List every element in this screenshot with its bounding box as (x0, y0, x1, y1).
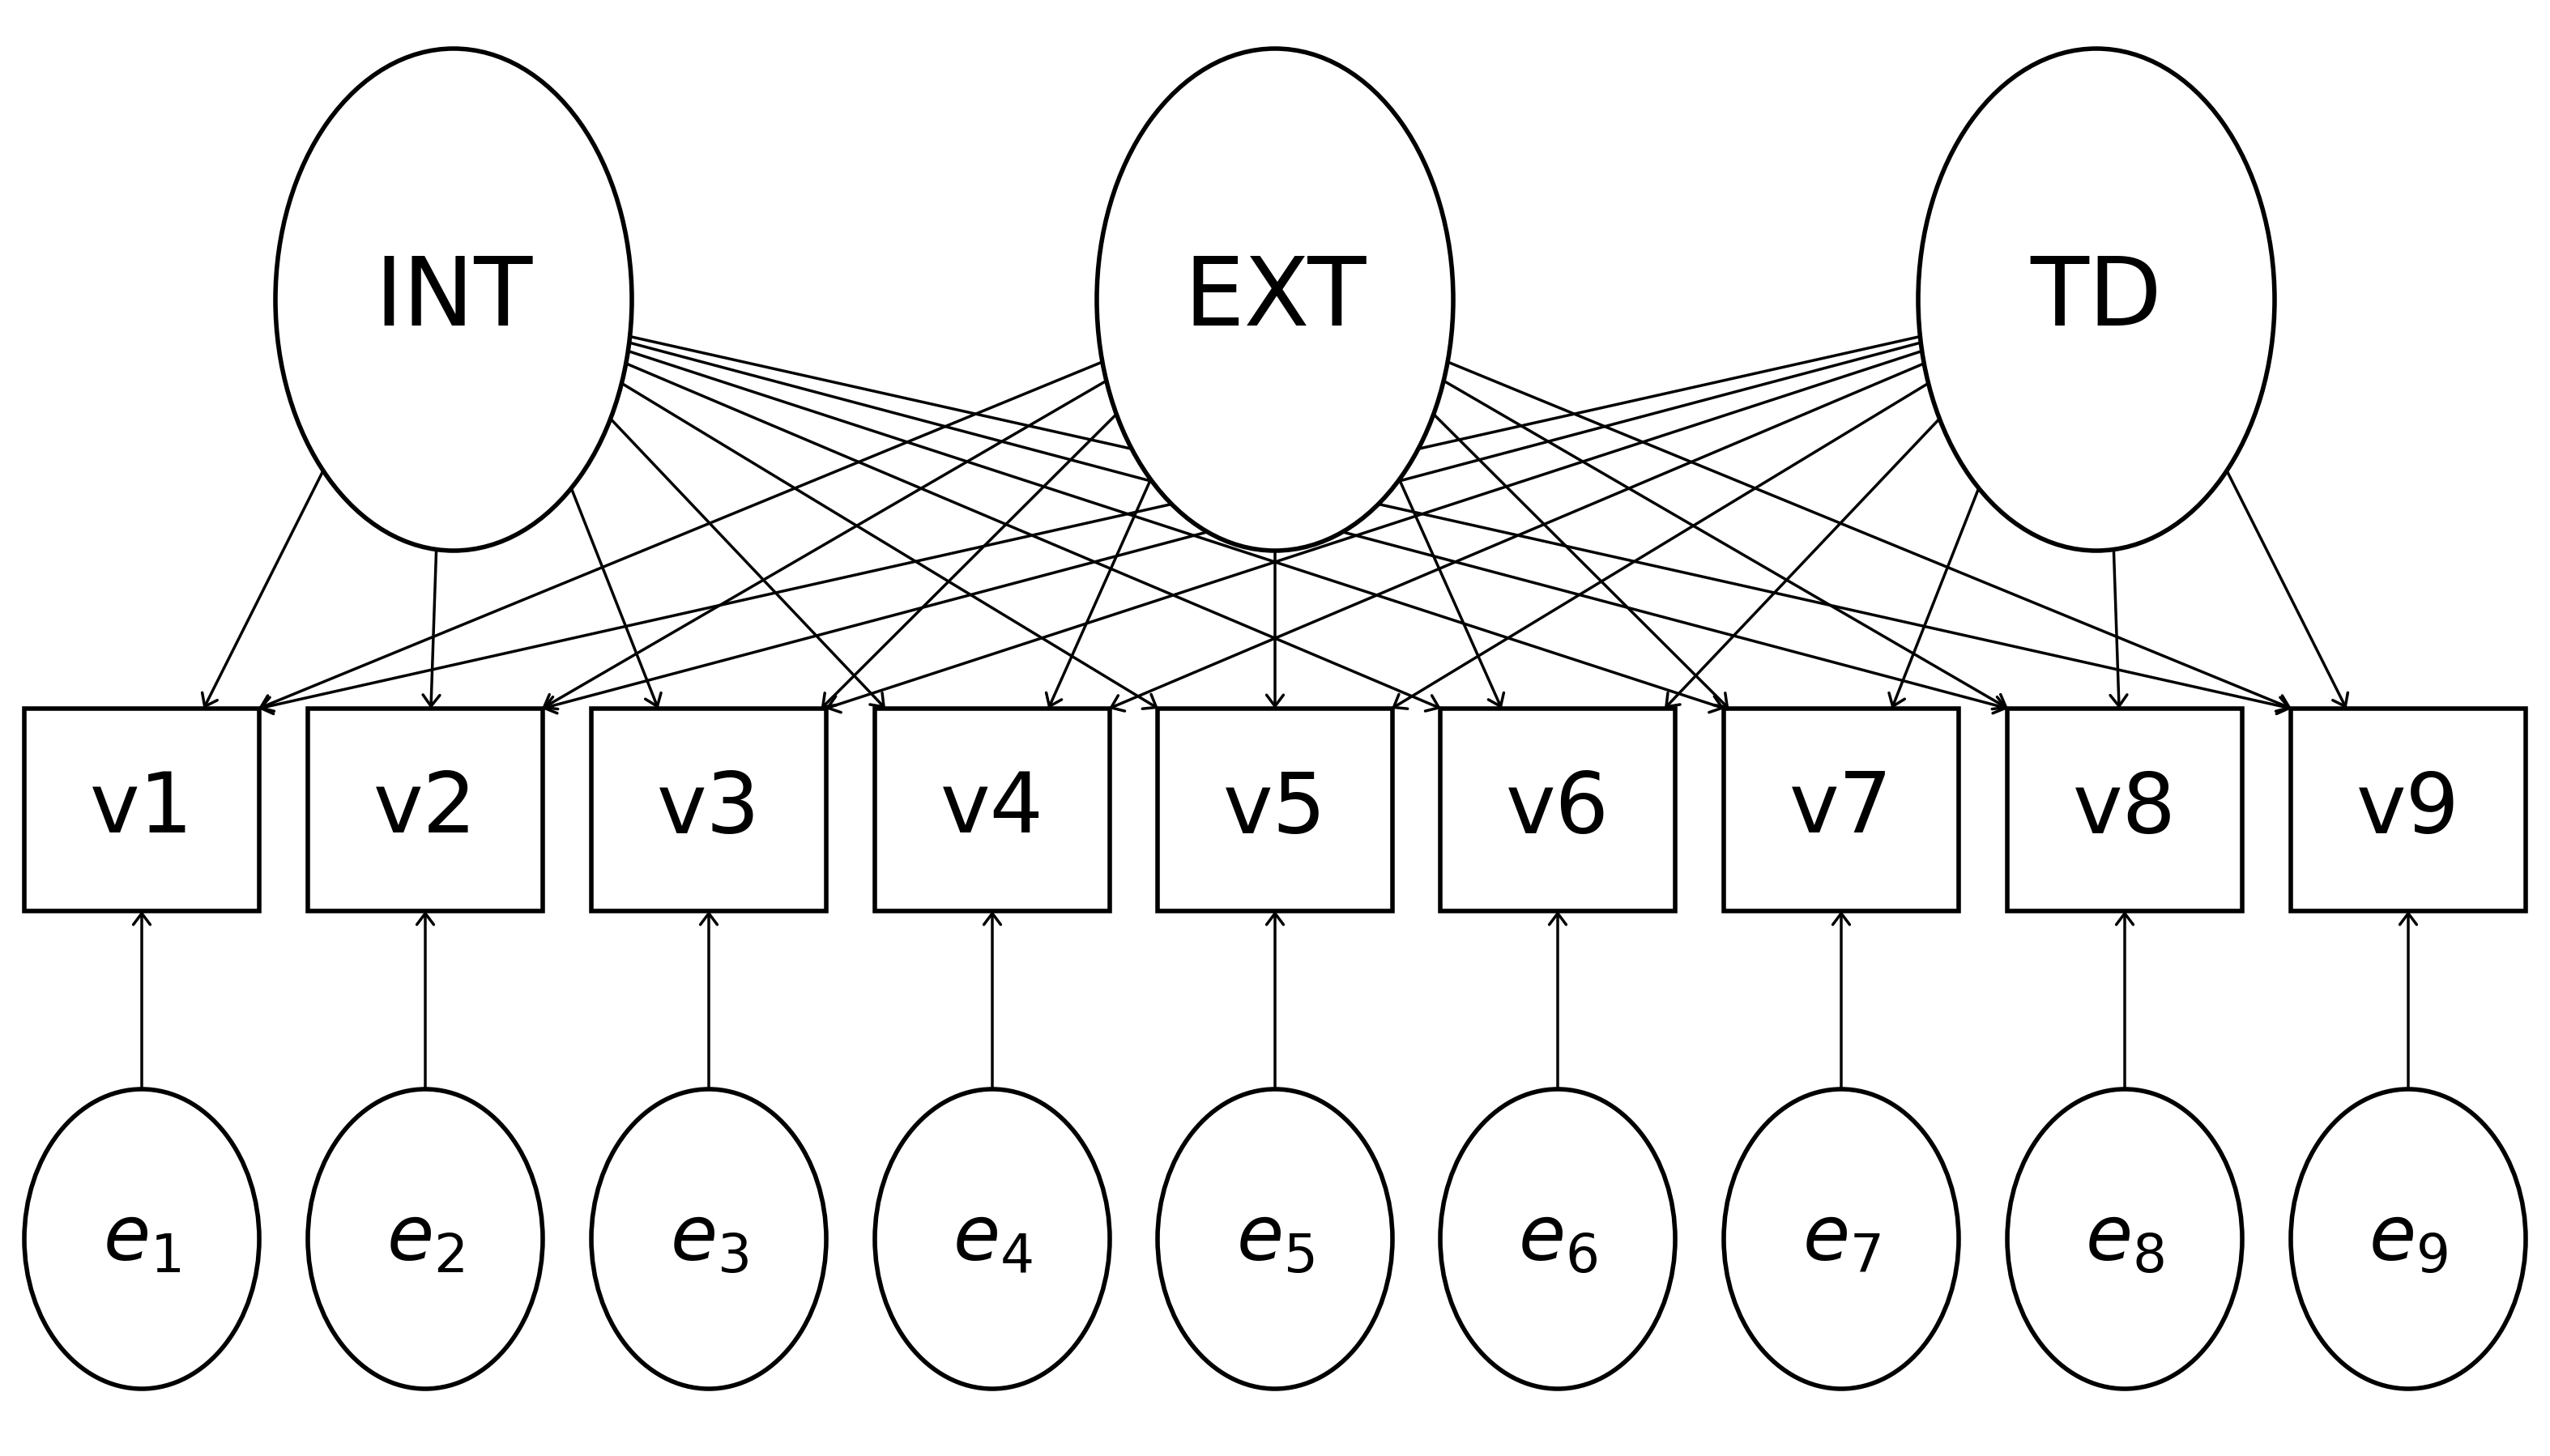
Text: $e_{1}$: $e_{1}$ (102, 1201, 181, 1277)
Text: $e_{6}$: $e_{6}$ (1517, 1201, 1596, 1277)
Text: v3: v3 (658, 769, 760, 850)
Text: $e_{5}$: $e_{5}$ (1237, 1201, 1313, 1277)
Text: v7: v7 (1790, 769, 1892, 850)
Text: v1: v1 (89, 769, 194, 850)
Text: INT: INT (375, 253, 533, 347)
Text: $e_{9}$: $e_{9}$ (2369, 1201, 2448, 1277)
Text: $e_{7}$: $e_{7}$ (1803, 1201, 1879, 1277)
Ellipse shape (592, 1089, 826, 1389)
Ellipse shape (2007, 1089, 2241, 1389)
Ellipse shape (1918, 48, 2275, 550)
Text: v9: v9 (2356, 769, 2461, 850)
Text: v6: v6 (1507, 769, 1609, 850)
Bar (1158, 709, 1392, 911)
Text: $e_{4}$: $e_{4}$ (951, 1201, 1033, 1277)
Ellipse shape (1724, 1089, 1958, 1389)
Bar (2007, 709, 2241, 911)
Bar (592, 709, 826, 911)
Text: TD: TD (2030, 253, 2162, 347)
Ellipse shape (1158, 1089, 1392, 1389)
Bar (309, 709, 543, 911)
Ellipse shape (2290, 1089, 2524, 1389)
Text: $e_{2}$: $e_{2}$ (388, 1201, 464, 1277)
Text: v5: v5 (1224, 769, 1326, 850)
Bar (26, 709, 260, 911)
Bar (1724, 709, 1958, 911)
Ellipse shape (1441, 1089, 1675, 1389)
Ellipse shape (875, 1089, 1109, 1389)
Text: v8: v8 (2073, 769, 2178, 850)
Text: EXT: EXT (1183, 253, 1367, 347)
Text: v2: v2 (372, 769, 477, 850)
Text: v4: v4 (941, 769, 1043, 850)
Bar (875, 709, 1109, 911)
Ellipse shape (275, 48, 632, 550)
Ellipse shape (1096, 48, 1453, 550)
Bar (2290, 709, 2524, 911)
Ellipse shape (26, 1089, 260, 1389)
Text: $e_{8}$: $e_{8}$ (2086, 1201, 2165, 1277)
Bar (1441, 709, 1675, 911)
Text: $e_{3}$: $e_{3}$ (671, 1201, 747, 1277)
Ellipse shape (309, 1089, 543, 1389)
